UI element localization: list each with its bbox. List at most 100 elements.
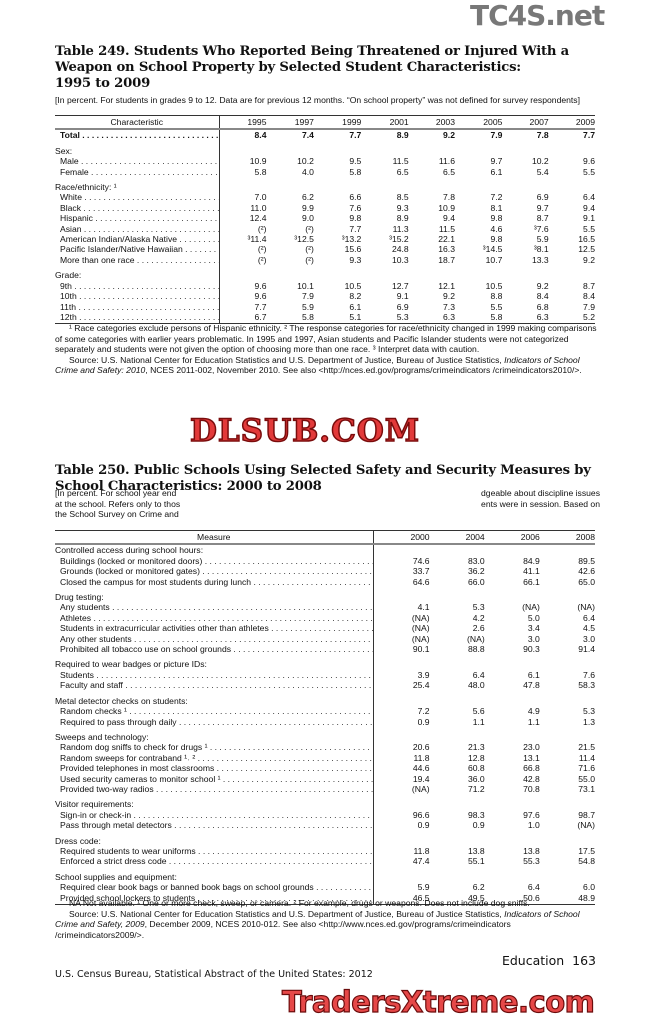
group-heading-row: Grade: <box>55 270 595 281</box>
cell-value: 6.4 <box>583 192 595 203</box>
row-label-text: Enforced a strict dress code <box>60 856 372 866</box>
cell-value: 5.1 <box>313 311 362 325</box>
cell-value: 5.2 <box>548 311 595 325</box>
headnote-fragment: dgeable about discipline issues <box>481 488 600 498</box>
empty-cell <box>485 836 540 846</box>
cell-value: 5.8 <box>454 311 503 325</box>
cell-value: 97.6 <box>523 809 540 820</box>
table-row: Required clear book bags or banned book … <box>55 882 595 893</box>
row-label: Students in extracurricular activities o… <box>55 623 374 634</box>
row-label: Provided school lockers to students <box>55 892 374 905</box>
cell-value: 8.7 <box>583 280 595 291</box>
row-label: Random dog sniffs to check for drugs ¹ <box>55 742 374 753</box>
cell-value: 8.9 <box>396 130 409 141</box>
spacer <box>55 794 374 800</box>
cell-value: 3.4 <box>527 623 540 634</box>
cell-value: 9.1 <box>583 213 595 224</box>
cell-value: 5.8 <box>254 166 267 177</box>
empty-cell <box>361 182 408 192</box>
cell-value: 16.3 <box>438 244 455 255</box>
cell-value: 13.1 <box>523 752 540 763</box>
row-label: Closed the campus for most students duri… <box>55 576 374 588</box>
table-row: Total 8.4 7.4 7.7 8.9 9.2 7.9 7.8 7.7 <box>55 129 595 141</box>
cell-value: (NA) <box>522 602 540 613</box>
cell-value: 9.3 <box>396 202 409 213</box>
cell-value: 48.9 <box>539 892 595 905</box>
column-header-year: 2000 <box>373 530 430 546</box>
cell-value: 9.0 <box>301 213 314 224</box>
cell-value: 4.0 <box>301 166 314 177</box>
row-label: Total <box>55 129 220 141</box>
cell-value: 47.4 <box>412 856 430 867</box>
cell-value: 8.4 <box>254 130 267 141</box>
row-label-text: Grade: <box>55 270 82 281</box>
footnotes: NA Not available. ¹ One or more check, s… <box>69 898 530 908</box>
row-label: Sweeps and technology: <box>55 731 374 743</box>
table-row: 9th 9.6 10.1 10.5 12.7 12.1 10.5 9.2 8.7 <box>55 280 595 292</box>
empty-cell <box>485 732 540 742</box>
table-row: Random checks ¹ 7.2 5.6 4.9 5.3 <box>55 706 595 717</box>
row-label-text: Random checks ¹ <box>60 706 372 716</box>
cell-value: 8.2 <box>349 291 362 302</box>
cell-value: 7.7 <box>583 130 595 141</box>
cell-value: 6.5 <box>396 166 409 177</box>
cell-value: 55.3 <box>523 856 540 867</box>
row-spacer <box>55 726 595 732</box>
cell-value: 5.9 <box>301 301 314 312</box>
cell-value: 55.1 <box>467 856 485 867</box>
cell-value: 54.8 <box>578 856 595 867</box>
cell-value: 4.2 <box>472 612 485 623</box>
cell-value: 7.0 <box>254 192 267 203</box>
row-label: Pacific Islander/Native Hawaiian <box>55 244 220 255</box>
cell-value: 9.5 <box>349 156 362 167</box>
empty-cell <box>219 270 266 280</box>
table-row: Students in extracurricular activities o… <box>55 623 595 634</box>
spacer <box>55 726 374 732</box>
cell-value: 5.8 <box>349 166 362 177</box>
table-249-notes: ¹ Race categories exclude persons of His… <box>55 323 597 376</box>
row-label: School supplies and equipment: <box>55 871 374 883</box>
table-row: Pass through metal detectors 0.9 0.9 1.0 (NA… <box>55 820 595 831</box>
group-heading-row: Sweeps and technology: <box>55 731 595 743</box>
cell-value: 9.4 <box>583 202 595 213</box>
row-label: Provided two-way radios <box>55 783 374 795</box>
empty-cell <box>455 270 502 280</box>
row-label: Any students <box>55 602 374 613</box>
table-row: American Indian/Alaska Native ³11.4 ³12.5 ³… <box>55 234 595 245</box>
cell-value: 6.1 <box>490 166 503 177</box>
source-text: , December 2009, NCES 2010-012. See also… <box>55 919 511 940</box>
group-heading-row: School supplies and equipment: <box>55 871 595 883</box>
row-label-text: Provided telephones in most classrooms <box>60 763 372 773</box>
row-label-text: 9th <box>60 281 218 291</box>
column-header-label: Characteristic <box>55 115 220 131</box>
empty-cell <box>485 872 540 882</box>
cell-value: 6.4 <box>472 669 485 680</box>
cell-value: 21.3 <box>467 742 485 753</box>
table-row: 12th6.75.85.15.36.35.86.35.2 <box>55 311 595 325</box>
empty-cell <box>266 146 313 156</box>
table-row: Athletes (NA) 4.2 5.0 6.4 <box>55 612 595 624</box>
cell-value: 5.4 <box>536 166 549 177</box>
source-note: Source: U.S. National Center for Educati… <box>55 355 597 376</box>
row-label: Enforced a strict dress code <box>55 856 374 867</box>
row-label-text: Male <box>60 156 218 166</box>
cell-value: 73.1 <box>578 783 595 794</box>
cell-value: 17.5 <box>578 845 595 856</box>
cell-value: 6.9 <box>536 192 549 203</box>
row-label-text: American Indian/Alaska Native <box>60 234 218 244</box>
cell-value: (NA) <box>411 783 430 794</box>
source-note: Source: U.S. National Center for Educati… <box>55 909 597 941</box>
cell-value: 5.5 <box>490 301 503 312</box>
row-label: Required to pass through daily <box>55 716 374 727</box>
row-label: Sex: <box>55 145 220 157</box>
title-line: School Characteristics: 2000 to 2008 <box>55 479 322 494</box>
cell-value: 9.6 <box>254 291 267 302</box>
row-label-text: Hispanic <box>60 213 218 223</box>
cell-value: 9.1 <box>396 291 409 302</box>
cell-value: (²) <box>305 254 314 265</box>
cell-value: 9.7 <box>490 156 503 167</box>
cell-value: 9.6 <box>254 280 267 291</box>
cell-value: 90.3 <box>523 644 540 655</box>
cell-value: 5.3 <box>583 706 595 717</box>
cell-value: 7.7 <box>349 130 362 141</box>
